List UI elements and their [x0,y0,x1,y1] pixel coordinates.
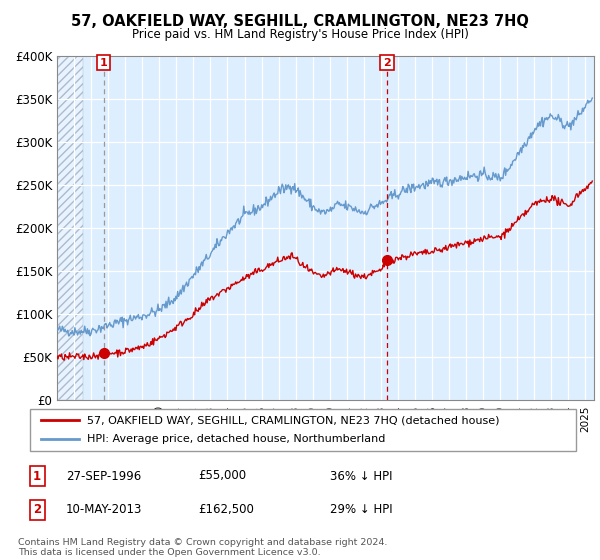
Text: 2: 2 [383,58,391,68]
Text: HPI: Average price, detached house, Northumberland: HPI: Average price, detached house, Nort… [88,435,386,445]
Text: 57, OAKFIELD WAY, SEGHILL, CRAMLINGTON, NE23 7HQ (detached house): 57, OAKFIELD WAY, SEGHILL, CRAMLINGTON, … [88,415,500,425]
Text: Price paid vs. HM Land Registry's House Price Index (HPI): Price paid vs. HM Land Registry's House … [131,28,469,41]
Text: £162,500: £162,500 [198,503,254,516]
Bar [57,56,83,400]
FancyBboxPatch shape [30,409,576,451]
Text: 27-SEP-1996: 27-SEP-1996 [66,469,141,483]
Text: £55,000: £55,000 [198,469,246,483]
Text: 1: 1 [33,469,41,483]
Text: 2: 2 [33,503,41,516]
Bar [57,56,83,400]
Text: 57, OAKFIELD WAY, SEGHILL, CRAMLINGTON, NE23 7HQ: 57, OAKFIELD WAY, SEGHILL, CRAMLINGTON, … [71,14,529,29]
Text: Contains HM Land Registry data © Crown copyright and database right 2024.
This d: Contains HM Land Registry data © Crown c… [18,538,388,557]
Text: 1: 1 [100,58,107,68]
Text: 29% ↓ HPI: 29% ↓ HPI [330,503,392,516]
Text: 10-MAY-2013: 10-MAY-2013 [66,503,142,516]
Text: 36% ↓ HPI: 36% ↓ HPI [330,469,392,483]
